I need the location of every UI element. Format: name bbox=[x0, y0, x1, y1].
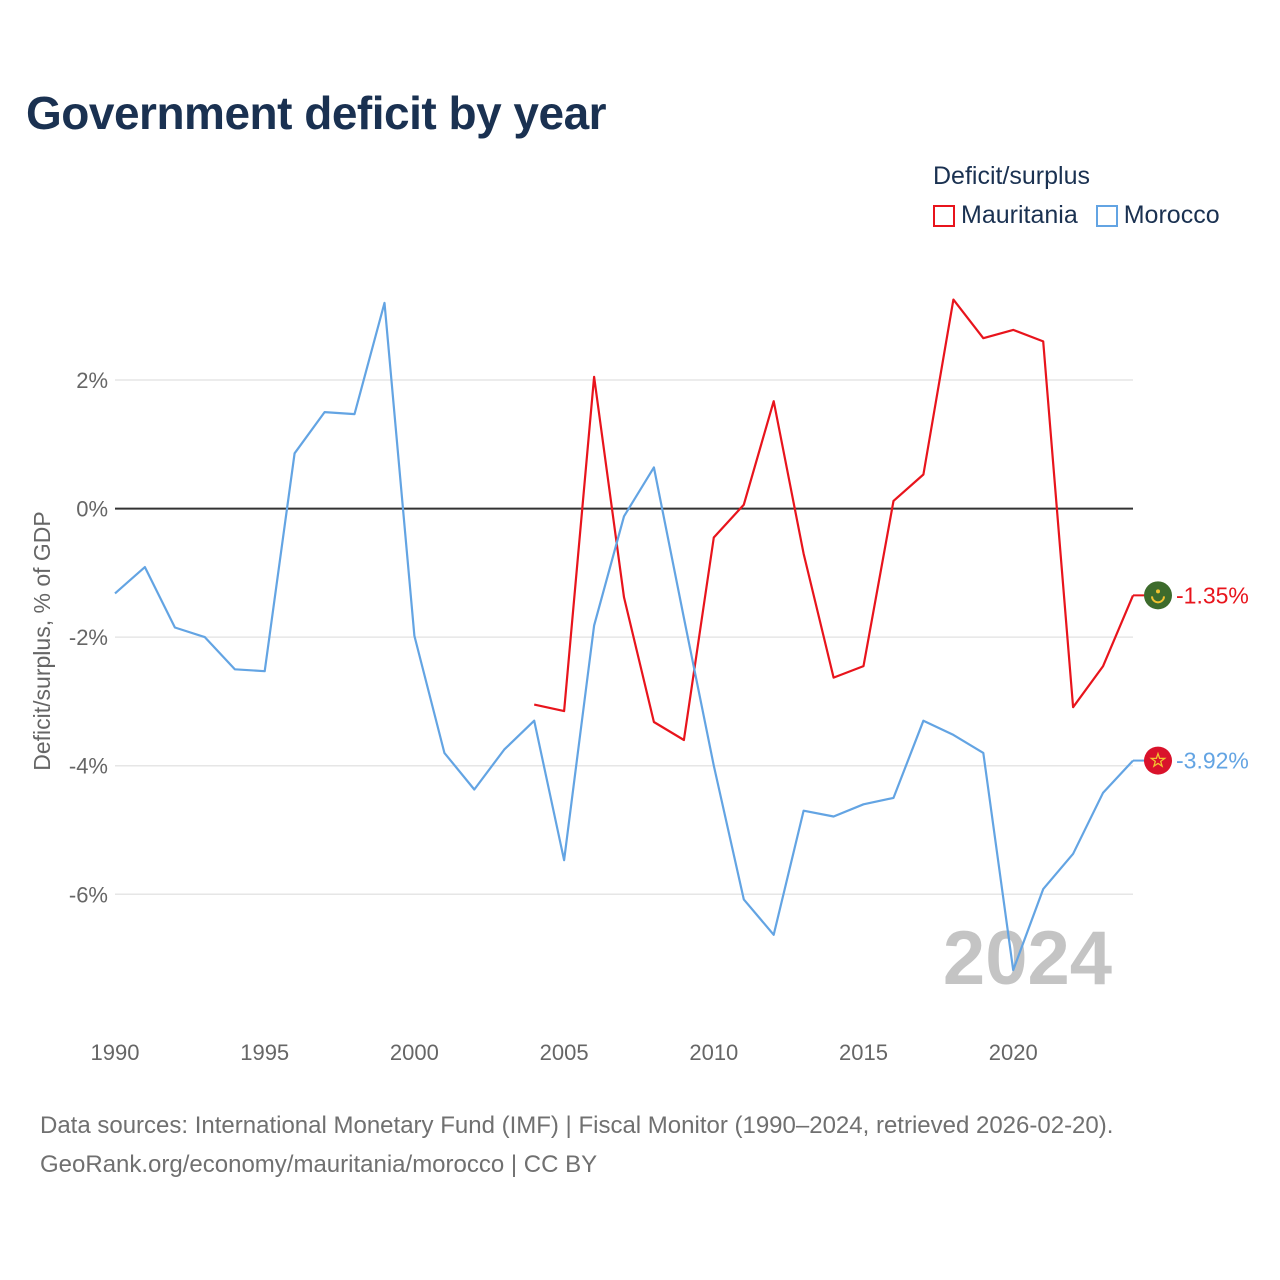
x-tick-label: 2015 bbox=[839, 1040, 888, 1065]
morocco-flag-icon bbox=[1144, 746, 1172, 775]
y-axis-label: Deficit/surplus, % of GDP bbox=[29, 511, 55, 770]
series-line-mauritania bbox=[533, 298, 1135, 742]
star-mark bbox=[1156, 589, 1160, 594]
x-tick-label: 2000 bbox=[390, 1040, 439, 1065]
legend: Deficit/surplus Mauritania Morocco bbox=[933, 162, 1220, 230]
y-tick-label: 2% bbox=[76, 368, 108, 393]
x-tick-label: 2010 bbox=[689, 1040, 738, 1065]
morocco-flag-bg bbox=[1144, 746, 1172, 775]
mauritania-flag-bg bbox=[1144, 581, 1172, 610]
source-line-1: Data sources: International Monetary Fun… bbox=[40, 1112, 1114, 1139]
end-value-label-morocco: -3.92% bbox=[1176, 748, 1249, 774]
source-note: Data sources: International Monetary Fun… bbox=[40, 1106, 1113, 1184]
legend-title: Deficit/surplus bbox=[933, 162, 1090, 190]
y-tick-label: -2% bbox=[69, 625, 108, 650]
pentagram-mark bbox=[1149, 751, 1167, 768]
legend-label-morocco: Morocco bbox=[1123, 201, 1220, 229]
legend-swatch-morocco bbox=[1095, 204, 1118, 227]
x-tick-label: 2020 bbox=[989, 1040, 1038, 1065]
crescent-mark bbox=[1151, 596, 1165, 604]
x-tick-label: 1995 bbox=[240, 1040, 289, 1065]
end-value-label-mauritania: -1.35% bbox=[1176, 582, 1249, 608]
series-line-morocco bbox=[114, 301, 1134, 972]
y-tick-label: -6% bbox=[69, 882, 108, 907]
legend-item-mauritania[interactable]: Mauritania bbox=[933, 201, 1078, 230]
chart-title: Government deficit by year bbox=[26, 87, 607, 139]
legend-item-morocco[interactable]: Morocco bbox=[1095, 201, 1220, 230]
y-tick-label: -4% bbox=[69, 754, 108, 779]
y-tick-label: 0% bbox=[76, 497, 108, 522]
legend-swatch-mauritania bbox=[933, 204, 955, 227]
x-tick-label: 2005 bbox=[540, 1040, 589, 1065]
legend-label-mauritania: Mauritania bbox=[961, 201, 1078, 229]
source-line-2[interactable]: GeoRank.org/economy/mauritania/morocco |… bbox=[40, 1151, 598, 1178]
mauritania-flag-icon bbox=[1144, 581, 1172, 610]
x-tick-label: 1990 bbox=[91, 1040, 140, 1065]
